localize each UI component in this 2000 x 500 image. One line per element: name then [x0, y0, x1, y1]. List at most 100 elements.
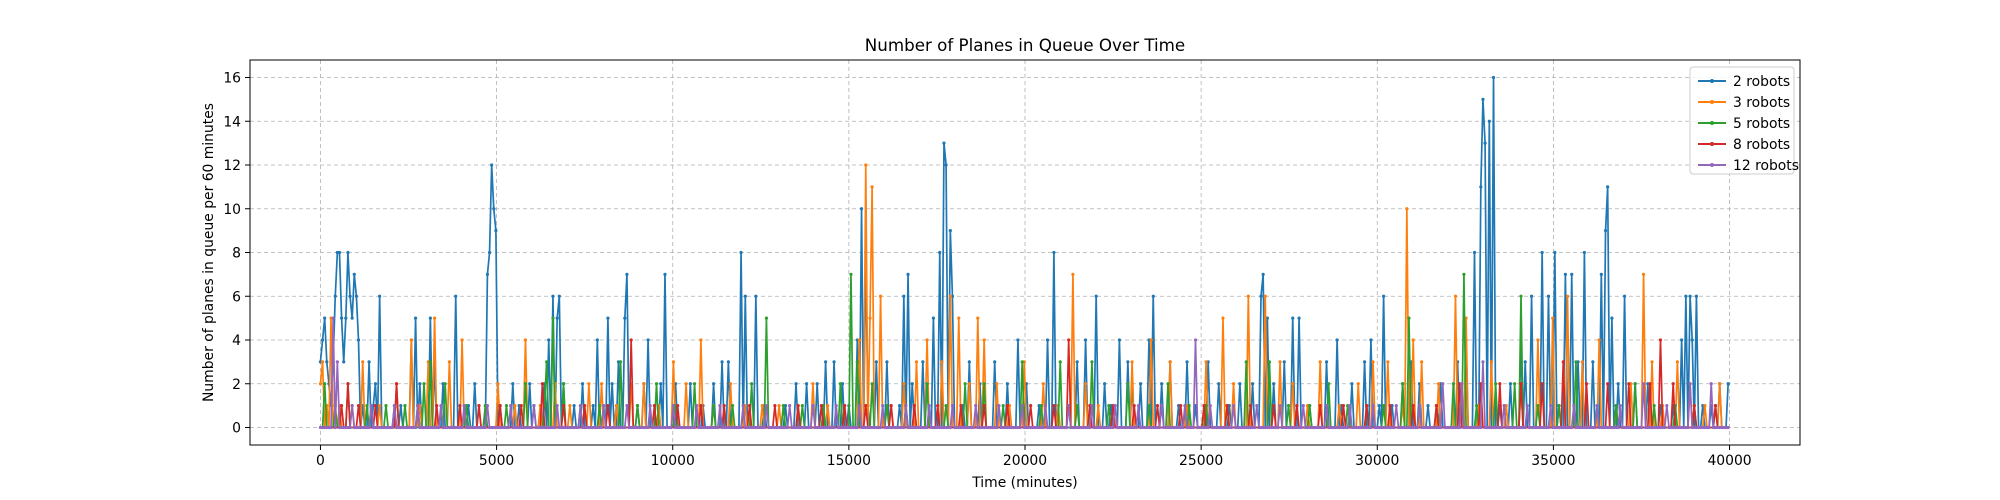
- data-point: [399, 404, 403, 408]
- data-point: [435, 404, 439, 408]
- data-point: [1618, 404, 1622, 408]
- data-point: [1726, 382, 1730, 386]
- data-point: [580, 382, 585, 386]
- data-point: [350, 404, 354, 408]
- data-point: [344, 316, 348, 320]
- data-point: [511, 382, 515, 386]
- data-point: [855, 360, 859, 364]
- data-point: [530, 425, 534, 430]
- data-point: [1278, 404, 1282, 408]
- data-point: [485, 272, 490, 276]
- data-point: [1525, 404, 1529, 408]
- data-point: [718, 404, 722, 408]
- data-point: [982, 404, 986, 408]
- data-point: [1546, 425, 1551, 430]
- data-point: [819, 404, 823, 408]
- data-point: [545, 360, 549, 364]
- data-point: [1574, 360, 1578, 364]
- data-point: [1415, 425, 1420, 430]
- data-point: [352, 272, 356, 276]
- data-point: [356, 338, 361, 342]
- data-point: [859, 207, 864, 211]
- data-point: [1572, 404, 1576, 408]
- data-point: [1107, 404, 1111, 408]
- data-point: [739, 250, 743, 255]
- data-point: [1202, 404, 1206, 408]
- data-point: [1365, 404, 1369, 408]
- data-point: [1005, 404, 1009, 408]
- data-point: [587, 382, 591, 386]
- data-point: [555, 316, 559, 320]
- data-point: [764, 316, 769, 320]
- legend-label-5-robots: 5 robots: [1733, 116, 1790, 132]
- data-point: [1453, 294, 1458, 298]
- data-point: [864, 163, 868, 167]
- data-point: [684, 382, 688, 386]
- data-point: [392, 404, 397, 408]
- data-point: [1276, 425, 1280, 430]
- x-tick-label: 30000: [1355, 453, 1399, 469]
- data-point: [711, 404, 716, 408]
- data-point: [1675, 360, 1680, 364]
- data-point: [1599, 272, 1603, 276]
- data-point: [1686, 425, 1690, 430]
- data-point: [356, 404, 361, 408]
- data-point: [944, 163, 948, 167]
- data-point: [1238, 382, 1242, 386]
- data-point: [623, 425, 627, 430]
- data-point: [1327, 382, 1331, 386]
- data-point: [1371, 404, 1375, 408]
- data-point: [1472, 250, 1477, 255]
- data-point: [483, 425, 487, 430]
- data-point: [1204, 360, 1208, 364]
- data-point: [870, 185, 874, 189]
- ticks: 0 5000 10000 15000 20000 25000 30000 35000 40000…: [223, 71, 1751, 470]
- data-point: [1151, 294, 1155, 298]
- data-point: [551, 294, 555, 298]
- data-point: [635, 404, 640, 408]
- data-point: [485, 404, 490, 408]
- data-point: [1018, 425, 1022, 430]
- y-tick-label: 10: [223, 202, 241, 218]
- data-point: [1405, 207, 1409, 211]
- data-point: [318, 382, 323, 386]
- data-point: [720, 360, 724, 364]
- data-point: [373, 404, 378, 408]
- data-point: [1136, 404, 1141, 408]
- data-point: [957, 316, 961, 320]
- data-point: [532, 404, 536, 408]
- data-point: [931, 316, 936, 320]
- data-point: [910, 382, 914, 386]
- data-point: [519, 404, 523, 408]
- data-point: [625, 404, 629, 408]
- data-point: [1641, 272, 1646, 276]
- data-point: [1301, 404, 1305, 408]
- data-point: [606, 404, 610, 408]
- data-point: [413, 425, 418, 430]
- data-point: [1187, 404, 1191, 408]
- data-point: [796, 404, 800, 408]
- data-point: [578, 404, 583, 408]
- y-tick-label: 8: [232, 246, 241, 262]
- data-point: [610, 382, 614, 386]
- data-point: [914, 360, 919, 364]
- data-point: [1286, 404, 1291, 408]
- data-point: [1090, 360, 1094, 364]
- data-point: [323, 316, 327, 320]
- data-point: [413, 316, 418, 320]
- data-point: [676, 404, 680, 408]
- legend-marker-2-robots: [1710, 79, 1714, 83]
- data-point: [354, 294, 358, 298]
- data-point: [1191, 425, 1195, 430]
- data-point: [1652, 404, 1656, 408]
- x-tick-label: 35000: [1531, 453, 1575, 469]
- data-point: [760, 404, 764, 408]
- data-point: [948, 294, 952, 298]
- data-point: [1248, 404, 1253, 408]
- data-point: [811, 404, 815, 408]
- data-point: [460, 425, 464, 430]
- data-point: [1067, 338, 1071, 342]
- data-point: [504, 404, 509, 408]
- data-point: [843, 404, 847, 408]
- data-point: [506, 425, 511, 430]
